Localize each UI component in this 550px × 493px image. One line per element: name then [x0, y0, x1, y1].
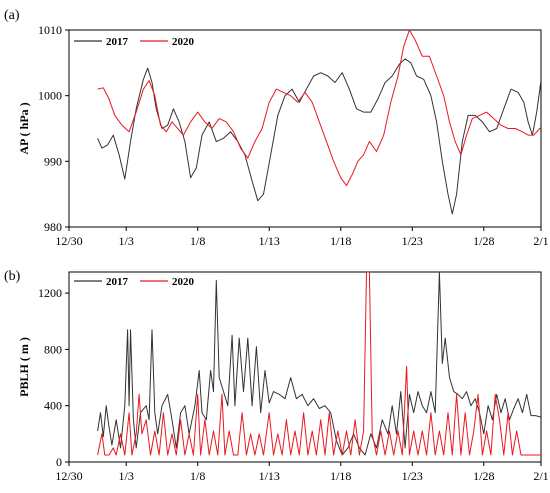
x-tick-label: 1/13: [259, 469, 280, 483]
legend-label: 2017: [106, 36, 129, 48]
panel-a: (a) AP ( hPa ) 12/30 1/3 1/8 1/13 1/18 1/23 1/28…: [4, 8, 549, 248]
x-tick-label: 1/8: [190, 469, 205, 483]
x-tick-label: 1/3: [119, 234, 134, 248]
y-tick-label: 0: [56, 455, 62, 469]
legend-entry-2020: 2020: [140, 36, 195, 48]
legend-label: 2017: [106, 276, 129, 288]
y-tick-label: 1200: [38, 286, 62, 300]
legend-label: 2020: [172, 36, 195, 48]
x-tick-label: 1/28: [473, 469, 494, 483]
series-line-2017: [97, 272, 541, 456]
series-line-2020: [97, 30, 541, 187]
x-tick-label: 1/23: [402, 469, 423, 483]
y-axis-title: PBLH ( m ): [17, 337, 31, 397]
y-axis-title: AP ( hPa ): [17, 102, 31, 154]
y-tick-label: 800: [44, 342, 62, 356]
x-tick-label: 2/1: [533, 469, 548, 483]
x-tick-label: 1/13: [259, 234, 280, 248]
x-tick-label: 1/18: [330, 234, 351, 248]
panel-label: (b): [4, 269, 21, 284]
legend-entry-2017: 2017: [74, 36, 129, 48]
series-line-2020: [97, 272, 541, 456]
x-tick-label: 1/8: [190, 234, 205, 248]
y-tick-label: 1010: [38, 23, 62, 37]
x-tick-label: 2/1: [533, 234, 548, 248]
plot-frame: [68, 271, 542, 463]
x-tick-label: 1/3: [119, 469, 134, 483]
y-tick-label: 1000: [38, 89, 62, 103]
y-tick-label: 980: [44, 220, 62, 234]
legend-entry-2020: 2020: [140, 276, 195, 288]
panel-label: (a): [4, 8, 20, 23]
x-tick-label: 1/23: [402, 234, 423, 248]
panel-b: (b) PBLH ( m ) 12/30 1/3 1/8 1/13 1/18 1/23 1/28…: [4, 269, 549, 483]
legend-label: 2020: [172, 276, 195, 288]
x-tick-label: 1/18: [330, 469, 351, 483]
y-tick-label: 990: [44, 154, 62, 168]
legend-entry-2017: 2017: [74, 276, 129, 288]
x-tick-label: 12/30: [55, 234, 82, 248]
y-tick-label: 400: [44, 399, 62, 413]
plot-frame: [68, 29, 542, 228]
x-tick-label: 1/28: [473, 234, 494, 248]
x-tick-label: 12/30: [55, 469, 82, 483]
series-line-2017: [97, 58, 541, 215]
